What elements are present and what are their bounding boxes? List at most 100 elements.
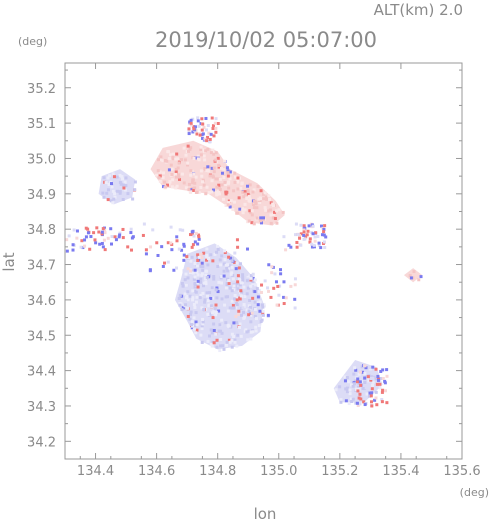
- radar-cell: [231, 277, 235, 281]
- radar-cell: [308, 237, 312, 241]
- radar-cell: [182, 253, 186, 257]
- radar-cell: [209, 151, 213, 155]
- radar-cell: [255, 216, 259, 220]
- radar-cell: [231, 304, 235, 308]
- radar-cell: [191, 243, 195, 247]
- y-tick-label: 34.6: [27, 294, 56, 309]
- radar-cell: [168, 180, 172, 184]
- radar-cell: [216, 156, 220, 160]
- radar-cell: [356, 377, 360, 381]
- radar-cell: [223, 251, 227, 255]
- radar-cell: [409, 276, 413, 280]
- radar-cell: [189, 312, 193, 316]
- radar-cell: [111, 201, 115, 205]
- radar-cell: [111, 172, 115, 176]
- radar-cell: [155, 173, 159, 177]
- radar-cell: [243, 190, 247, 194]
- radar-cell: [110, 182, 114, 186]
- radar-cell: [366, 375, 370, 379]
- radar-cell: [347, 402, 351, 406]
- x-tick-label: 135.2: [321, 464, 358, 479]
- radar-cell: [227, 199, 231, 203]
- radar-cell: [190, 255, 194, 259]
- radar-cell: [183, 158, 187, 162]
- radar-cell: [193, 186, 197, 190]
- radar-cell: [247, 219, 251, 223]
- radar-cell: [232, 321, 236, 325]
- radar-cell: [220, 297, 224, 301]
- radar-cell: [175, 167, 179, 171]
- radar-cell: [196, 255, 200, 259]
- radar-cell: [238, 262, 242, 266]
- radar-cell: [202, 154, 206, 158]
- radar-cell: [177, 296, 181, 300]
- radar-cell: [295, 240, 299, 244]
- radar-cell: [67, 234, 71, 238]
- radar-cell: [106, 236, 110, 240]
- radar-cell: [206, 312, 210, 316]
- radar-cell: [197, 235, 201, 239]
- radar-cell: [227, 281, 231, 285]
- radar-cell: [215, 192, 219, 196]
- radar-cell: [343, 375, 347, 379]
- radar-cell: [374, 390, 378, 394]
- radar-cell: [360, 370, 364, 374]
- radar-cell: [211, 175, 215, 179]
- radar-cell: [84, 235, 88, 239]
- y-tick-label: 34.2: [27, 435, 56, 450]
- radar-cell: [186, 290, 190, 294]
- radar-cell: [216, 290, 220, 294]
- radar-cell: [182, 258, 186, 262]
- radar-cell: [200, 255, 204, 259]
- radar-cell: [206, 263, 210, 267]
- radar-cell: [312, 245, 316, 249]
- radar-cell: [294, 222, 298, 226]
- radar-cell: [249, 320, 253, 324]
- region-north-central: [150, 140, 285, 226]
- radar-cell: [151, 228, 155, 232]
- radar-cell: [216, 244, 220, 248]
- radar-cell: [250, 311, 254, 315]
- radar-cell: [227, 255, 231, 259]
- radar-cell: [279, 268, 283, 272]
- radar-cell: [218, 349, 222, 353]
- radar-cell: [106, 188, 110, 192]
- radar-cell: [324, 235, 328, 239]
- radar-cell: [374, 367, 378, 371]
- radar-cell: [357, 385, 361, 389]
- radar-cell: [374, 377, 378, 381]
- radar-cell: [121, 197, 125, 201]
- radar-cell: [186, 161, 190, 165]
- radar-cell: [160, 245, 164, 249]
- radar-cell: [180, 248, 184, 252]
- radar-cell: [176, 166, 180, 170]
- radar-cell: [193, 285, 197, 289]
- radar-cell: [209, 132, 213, 136]
- radar-cell: [225, 283, 229, 287]
- radar-cell: [188, 317, 192, 321]
- radar-cell: [368, 391, 372, 395]
- radar-cell: [241, 273, 245, 277]
- radar-cell: [113, 192, 117, 196]
- x-tick-label: 134.6: [138, 464, 175, 479]
- radar-cell: [161, 185, 165, 189]
- radar-cell: [223, 249, 227, 253]
- radar-cell: [212, 275, 216, 279]
- radar-cell: [293, 297, 297, 301]
- radar-cell: [235, 321, 239, 325]
- x-tick-label: 134.4: [77, 464, 114, 479]
- radar-cell: [200, 327, 204, 331]
- radar-cell: [215, 160, 219, 164]
- radar-cell: [210, 286, 214, 290]
- radar-cell: [258, 289, 262, 293]
- radar-cell: [323, 245, 327, 249]
- radar-cell: [233, 338, 237, 342]
- radar-cell: [210, 296, 214, 300]
- radar-cell: [182, 181, 186, 185]
- radar-cell: [214, 288, 218, 292]
- radar-cell: [209, 296, 213, 300]
- y-tick-label: 34.3: [27, 400, 56, 415]
- radar-cell: [205, 255, 209, 259]
- radar-cell: [241, 190, 245, 194]
